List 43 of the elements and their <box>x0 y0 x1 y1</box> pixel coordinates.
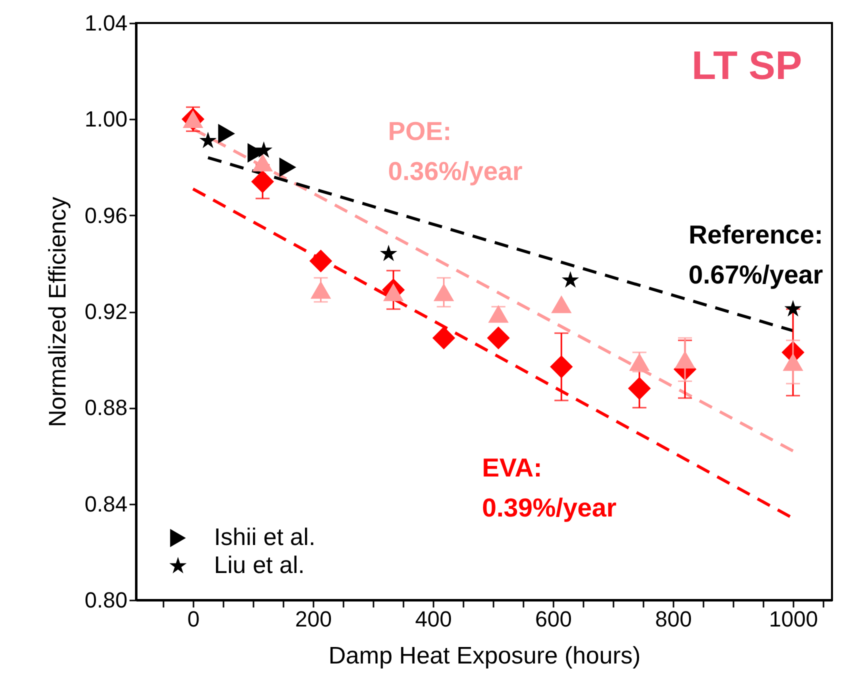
point <box>199 132 217 148</box>
point <box>487 326 510 350</box>
point <box>309 250 332 272</box>
legend-label: Liu et al. <box>214 552 305 579</box>
point <box>432 326 456 350</box>
y-axis-title: Normalized Efficiency <box>44 196 72 428</box>
point <box>674 350 696 368</box>
series-label: EVA: 0.39%/year <box>482 452 616 522</box>
point <box>434 283 454 302</box>
x-tick-label: 1000 <box>769 606 818 632</box>
y-tick-label: 0.84 <box>84 491 128 516</box>
point <box>628 377 651 400</box>
point <box>784 300 802 316</box>
series-label: Reference: 0.67%/year <box>688 220 823 290</box>
y-tick-label: 0.92 <box>84 299 128 324</box>
text: LT SP <box>692 44 802 88</box>
x-axis-title: Damp Heat Exposure (hours) <box>328 642 641 670</box>
point <box>251 170 274 194</box>
point <box>551 295 572 314</box>
y-tick-label: 0.96 <box>84 202 128 228</box>
point <box>550 355 573 378</box>
point <box>488 305 509 323</box>
point <box>279 158 296 177</box>
legend-label: Ishii et al. <box>214 524 316 551</box>
x-tick-label: 600 <box>535 606 572 632</box>
point <box>782 353 804 371</box>
y-tick-label: 1.00 <box>84 106 128 132</box>
point <box>380 244 398 262</box>
x-tick-label: 0 <box>187 606 200 632</box>
x-tick-label: 400 <box>415 606 452 632</box>
point <box>255 141 272 158</box>
y-tick-label: 0.80 <box>84 588 128 612</box>
point <box>629 353 650 371</box>
point <box>218 124 236 144</box>
point <box>252 154 273 172</box>
series-label: POE: 0.36%/year <box>388 116 522 186</box>
point <box>562 271 580 288</box>
x-tick-label: 200 <box>295 606 332 632</box>
point <box>383 283 404 302</box>
y-tick-label: 1.04 <box>84 10 128 36</box>
point <box>310 280 332 299</box>
y-tick-label: 0.88 <box>84 395 128 420</box>
x-tick-label: 800 <box>655 606 692 632</box>
